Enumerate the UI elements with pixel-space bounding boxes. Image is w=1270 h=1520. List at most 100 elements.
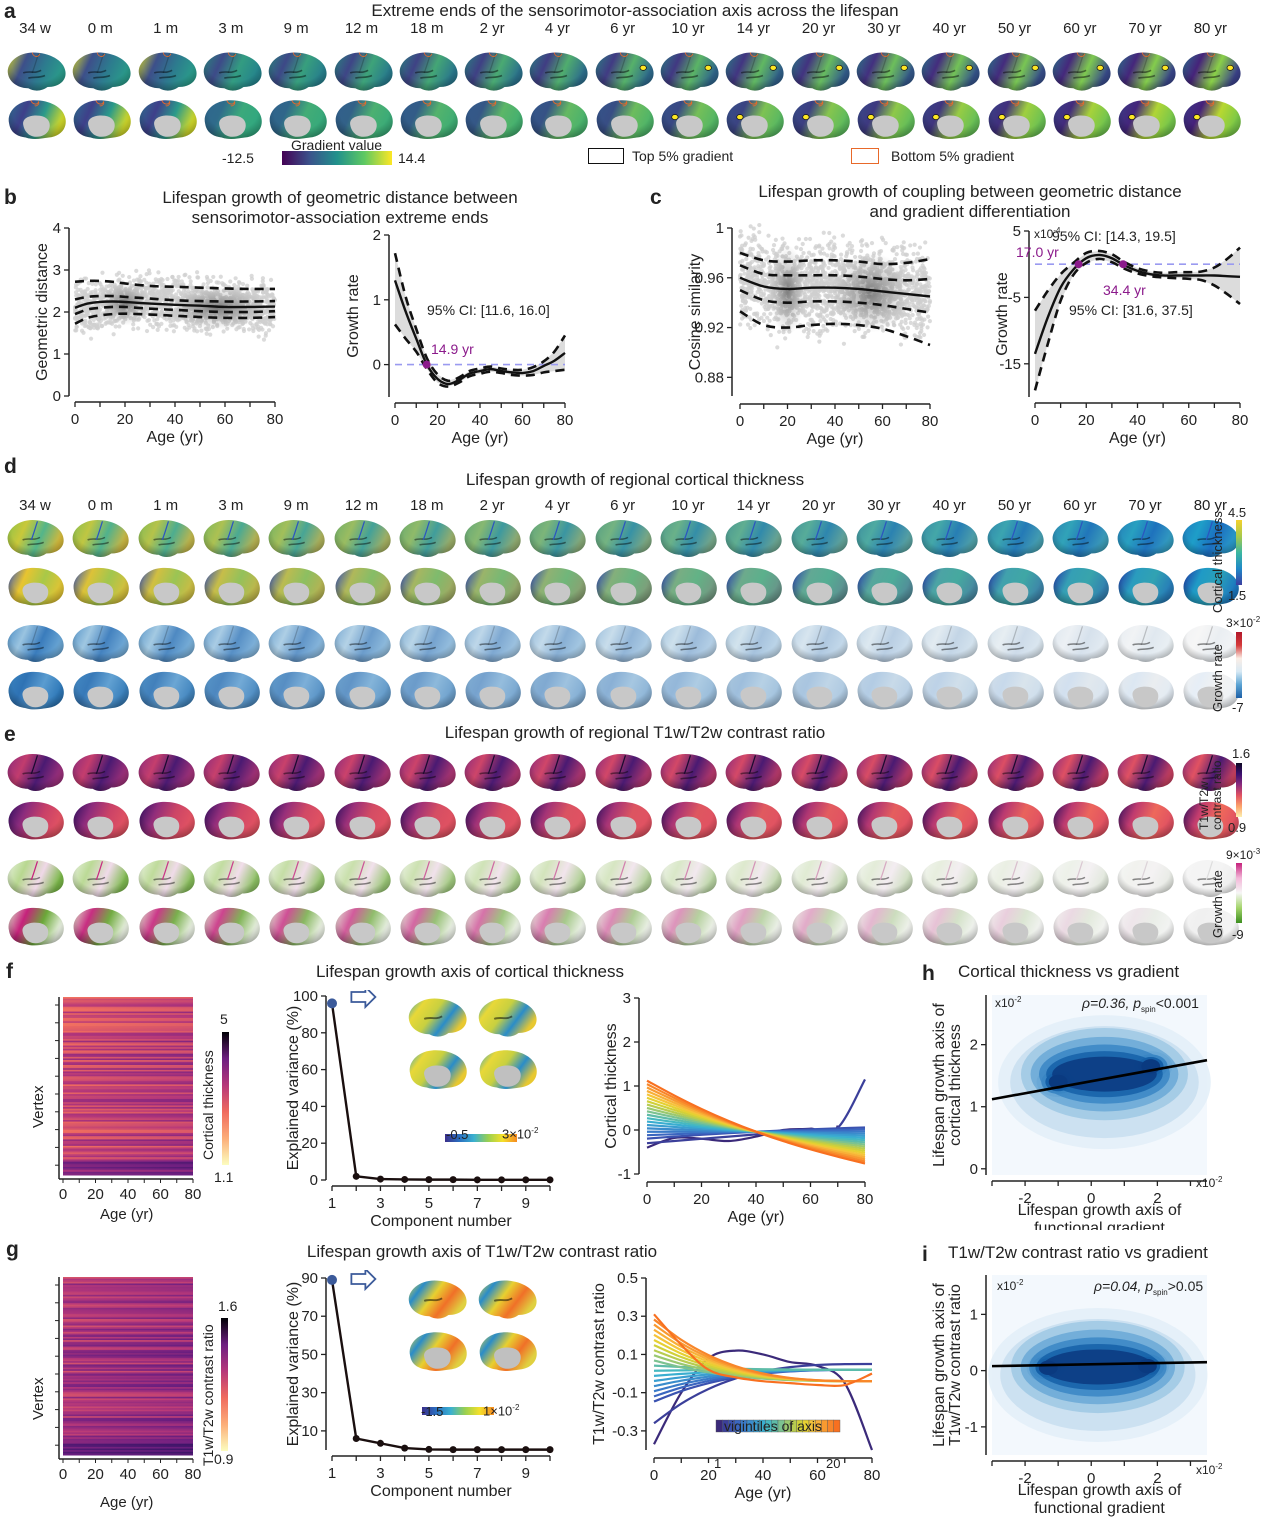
brain-a-lateral [987, 52, 1046, 91]
scatter-point [908, 243, 913, 248]
brain-e-ratio-medial [726, 801, 783, 840]
central-sulcus [553, 53, 562, 74]
x-tick-label: 0 [1031, 412, 1039, 429]
scatter-point [742, 286, 747, 291]
brain-a-lateral [921, 52, 980, 91]
scatter-point [233, 276, 238, 281]
brain-shading [138, 52, 197, 91]
age-label: 0 m [87, 497, 113, 514]
medial-wall [479, 582, 506, 604]
panel-i-title: T1w/T2w contrast ratio vs gradient [948, 1243, 1208, 1262]
zero-crossing-marker [422, 360, 431, 369]
inset-brain [478, 998, 537, 1037]
heatmap-row [63, 1048, 193, 1051]
scatter-point [921, 332, 927, 337]
heatmap-row [63, 1160, 193, 1163]
heatmap-row [63, 1286, 193, 1289]
heatmap-row [63, 1364, 193, 1367]
medial-wall [610, 686, 636, 708]
heatmap-row [63, 1098, 193, 1102]
rate-d-colorbar [1236, 632, 1242, 698]
y-tick-label: 1 [623, 1078, 631, 1095]
brain-a-medial [596, 100, 654, 140]
age-label: 14 yr [736, 20, 770, 37]
scatter-point [90, 281, 95, 287]
sulcus [806, 69, 829, 79]
bottom-5-percent-outline [292, 52, 302, 57]
scatter-point [808, 294, 813, 300]
medial-wall [1067, 922, 1094, 944]
medial-wall [153, 582, 179, 604]
medial-wall [153, 115, 181, 137]
scatter-point [833, 268, 838, 274]
scatter-point [927, 319, 932, 324]
sulcus [88, 69, 111, 79]
medial-wall [424, 1065, 451, 1087]
medial-wall [153, 686, 179, 708]
scatter-point [208, 332, 213, 337]
brain-e-ratio-lateral [464, 754, 521, 791]
scatter-point [162, 288, 167, 293]
scatter-point [762, 300, 767, 305]
age-label: 9 m [283, 497, 309, 514]
y-tick-label: 70 [301, 1308, 318, 1325]
scatter-point [914, 297, 919, 303]
bottom-5-percent-outline [554, 52, 563, 57]
scatter-point [865, 243, 870, 248]
heatmap-row [63, 1173, 193, 1176]
scatter-point [923, 270, 929, 276]
x-axis-label-line2: functional gradient [1034, 1220, 1165, 1230]
scatter-point [95, 311, 100, 316]
brain-e-rate-lateral [203, 860, 260, 897]
brain-d-thickness-lateral [595, 520, 652, 557]
heatmap-row [63, 1097, 193, 1100]
scatter-point [100, 270, 105, 275]
top-5-percent-outline [835, 64, 843, 71]
y-axis-label: Geometric distance [34, 243, 51, 381]
panel-b-title-line1: Lifespan growth of geometric distance be… [162, 188, 518, 207]
brain-shading [399, 754, 456, 791]
scatter-point [821, 269, 826, 274]
brain-shading [73, 52, 131, 91]
scatter-point [821, 251, 827, 256]
brain-a-medial [922, 100, 980, 140]
top-5-percent-outline [1096, 64, 1104, 71]
scatter-point [849, 244, 855, 249]
sulcus [153, 69, 176, 79]
brain-d-thickness-medial [204, 567, 260, 606]
scatter-point [247, 327, 252, 332]
brain-a-lateral [73, 52, 131, 91]
brain-e-ratio-lateral [660, 754, 717, 791]
scatter-point [741, 293, 747, 299]
x-tick-label: 0 [391, 412, 399, 429]
brain-d-rate-lateral [1052, 625, 1109, 662]
scatter-point [765, 315, 770, 320]
panel-c-title-line1: Lifespan growth of coupling between geom… [758, 182, 1182, 201]
y-tick-label: 0.1 [617, 1346, 638, 1363]
bottom-5-percent-outline [227, 52, 237, 57]
scatter-point [899, 319, 904, 324]
brain-shading [334, 754, 391, 791]
medial-wall [1001, 686, 1028, 708]
heatmap-row [63, 1432, 193, 1435]
bottom-5-percent-outline [815, 52, 824, 57]
scatter-point [168, 319, 173, 324]
brain-d-thickness-lateral [921, 520, 978, 557]
medial-wall [218, 582, 245, 604]
x-tick-label: 80 [1232, 412, 1249, 429]
scatter-point [822, 288, 827, 293]
brain-a-lateral [399, 52, 458, 91]
brain-e-rate-medial [922, 907, 979, 946]
brain-d-rate-medial [1118, 671, 1174, 710]
confidence-band [395, 253, 565, 387]
scatter-point [926, 280, 931, 286]
scatter-point [159, 281, 164, 287]
central-sulcus [944, 521, 953, 541]
medial-wall [88, 115, 116, 137]
scatter-point [920, 263, 925, 268]
scatter-point [809, 300, 814, 305]
scatter-point [895, 245, 900, 250]
brain-e-ratio-medial [400, 801, 456, 840]
scatter-point [766, 280, 771, 285]
scatter-point [817, 312, 823, 317]
